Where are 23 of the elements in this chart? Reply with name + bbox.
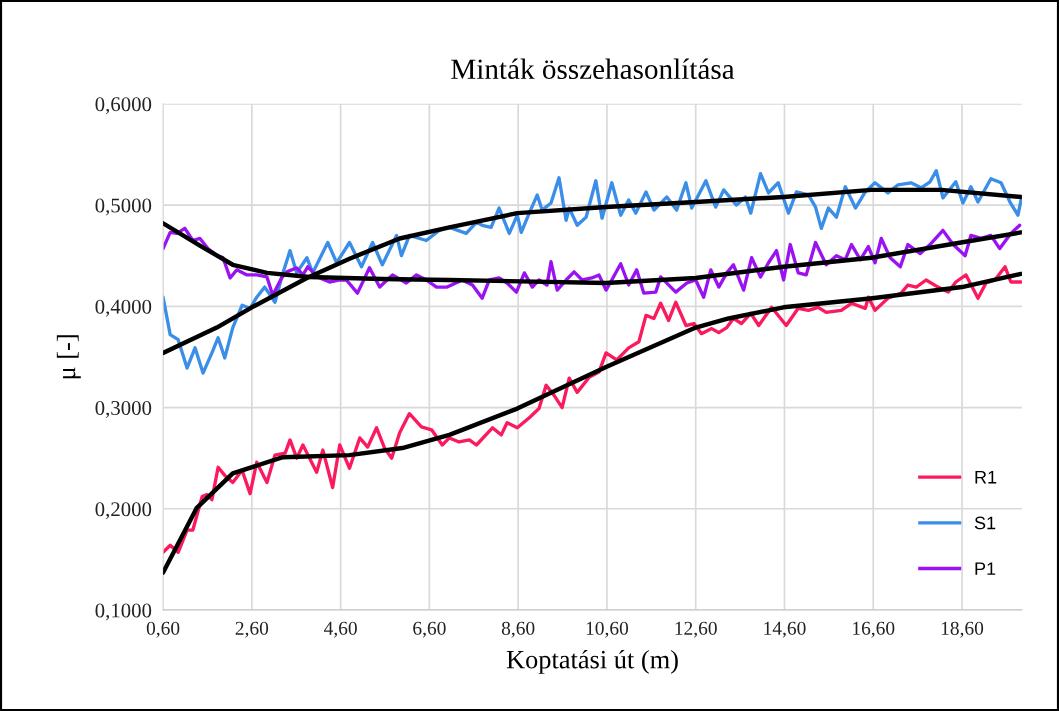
x-tick-label: 10,60 — [586, 621, 629, 638]
x-tick-label: 6,60 — [413, 621, 446, 638]
y-axis-title: μ [-] — [56, 335, 81, 379]
x-tick-label: 8,60 — [501, 621, 535, 638]
x-axis-title: Koptatási út (m) — [506, 649, 678, 674]
legend-label: S1 — [974, 516, 996, 530]
x-tick-label: 16,60 — [853, 621, 895, 638]
x-tick-label: 18,60 — [941, 621, 984, 638]
x-tick-label: 4,60 — [323, 621, 357, 638]
y-tick-label: 0,4000 — [95, 299, 152, 317]
y-tick-label: 0,2000 — [95, 502, 152, 520]
y-tick-label: 0,5000 — [95, 198, 152, 216]
legend-label: P1 — [975, 562, 996, 575]
legend-label: R1 — [975, 470, 997, 484]
x-tick-label: 0,60 — [146, 621, 180, 638]
x-tick-label: 14,60 — [764, 621, 806, 638]
y-tick-label: 0,1000 — [95, 603, 152, 621]
y-tick-label: 0,6000 — [95, 97, 152, 115]
y-tick-label: 0,3000 — [95, 400, 152, 418]
x-tick-label: 2,60 — [235, 621, 269, 638]
x-tick-label: 12,60 — [675, 621, 717, 638]
line-series — [163, 187, 1022, 356]
chart-title: Minták összehasonlítása — [451, 58, 735, 80]
